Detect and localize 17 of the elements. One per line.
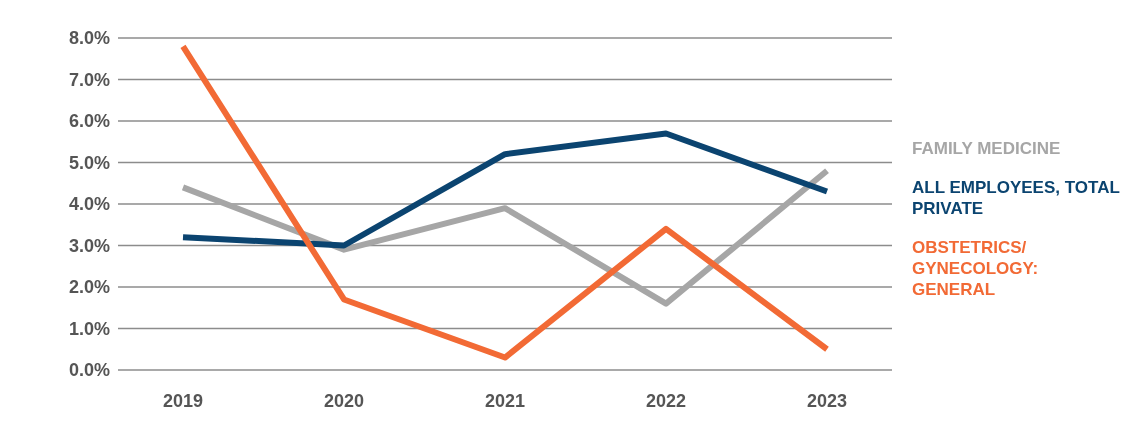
y-tick-label: 6.0%: [68, 111, 110, 132]
x-tick-label: 2020: [323, 390, 365, 411]
x-tick-label: 2019: [162, 390, 204, 411]
y-tick-label: 7.0%: [68, 69, 110, 90]
y-tick-label: 8.0%: [68, 28, 110, 49]
x-tick-label: 2021: [484, 390, 526, 411]
y-tick-label: 1.0%: [68, 318, 110, 339]
y-tick-label: 5.0%: [68, 152, 110, 173]
x-tick-label: 2023: [806, 390, 848, 411]
y-tick-label: 4.0%: [68, 194, 110, 215]
text: ALL EMPLOYEES, TOTAL PRIVATE: [912, 177, 1121, 219]
y-tick-label: 3.0%: [68, 235, 110, 256]
text: OBSTETRICS/ GYNECOLOGY: GENERAL: [912, 237, 1040, 300]
text: FAMILY MEDICINE: [912, 138, 1062, 159]
x-tick-label: 2022: [645, 390, 687, 411]
y-tick-label: 0.0%: [68, 360, 110, 381]
y-tick-label: 2.0%: [68, 277, 110, 298]
